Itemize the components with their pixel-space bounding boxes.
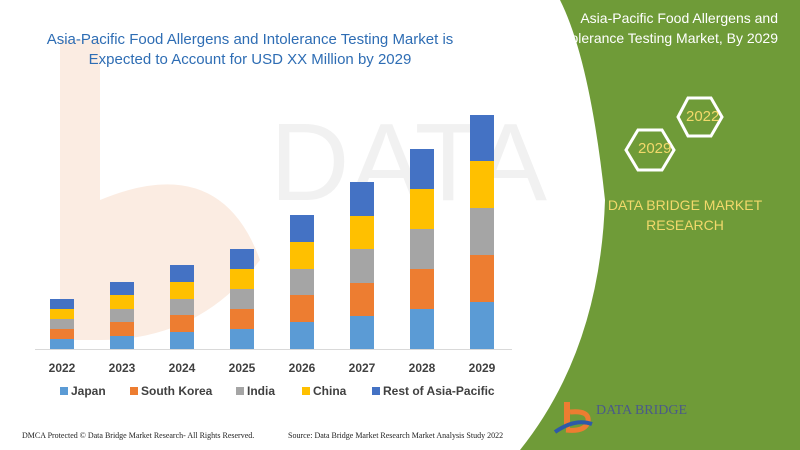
bar-segment-rest-of-asia-pacific-2023 bbox=[110, 282, 134, 295]
legend-label: China bbox=[313, 384, 347, 398]
x-tick-label: 2023 bbox=[109, 361, 136, 375]
bar-segment-india-2026 bbox=[290, 269, 314, 295]
svg-text:DATA: DATA bbox=[270, 101, 548, 224]
hexagon-2022 bbox=[676, 96, 724, 138]
legend-swatch bbox=[60, 387, 68, 395]
legend-label: South Korea bbox=[141, 384, 213, 398]
bar-segment-china-2023 bbox=[110, 295, 134, 309]
legend-label: Japan bbox=[71, 384, 106, 398]
bar-segment-japan-2029 bbox=[470, 302, 494, 349]
x-tick-label: 2026 bbox=[289, 361, 316, 375]
bar-segment-china-2024 bbox=[170, 282, 194, 299]
bar-segment-south-korea-2027 bbox=[350, 283, 374, 316]
bar-segment-china-2028 bbox=[410, 189, 434, 229]
bar-segment-japan-2025 bbox=[230, 329, 254, 349]
bar-segment-rest-of-asia-pacific-2022 bbox=[50, 299, 74, 309]
bar-segment-rest-of-asia-pacific-2027 bbox=[350, 182, 374, 216]
legend-swatch bbox=[236, 387, 244, 395]
bar-segment-rest-of-asia-pacific-2024 bbox=[170, 265, 194, 282]
legend-label: Rest of Asia-Pacific bbox=[383, 384, 495, 398]
legend-swatch bbox=[372, 387, 380, 395]
bar-segment-rest-of-asia-pacific-2028 bbox=[410, 149, 434, 189]
x-tick-label: 2025 bbox=[229, 361, 256, 375]
legend-label: India bbox=[247, 384, 275, 398]
x-tick-label: 2029 bbox=[469, 361, 496, 375]
footer-copyright: DMCA Protected © Data Bridge Market Rese… bbox=[22, 431, 255, 440]
x-tick-label: 2024 bbox=[169, 361, 196, 375]
bar-segment-india-2023 bbox=[110, 309, 134, 322]
x-tick-label: 2022 bbox=[49, 361, 76, 375]
stacked-bar-chart: 2022 2023 2024 2025 2026 2027 2028 2029 Japan Sou… bbox=[35, 115, 512, 398]
bar-segment-india-2028 bbox=[410, 229, 434, 269]
chart-title: Asia-Pacific Food Allergens and Intolera… bbox=[46, 31, 454, 68]
bar-segment-rest-of-asia-pacific-2025 bbox=[230, 249, 254, 269]
bar-segment-china-2029 bbox=[470, 161, 494, 208]
bar-segment-india-2024 bbox=[170, 299, 194, 315]
hex-label-2022: 2022 bbox=[686, 108, 720, 125]
bar-segment-rest-of-asia-pacific-2029 bbox=[470, 115, 494, 161]
footer-source: Source: Data Bridge Market Research Mark… bbox=[288, 431, 504, 440]
bar-segment-japan-2026 bbox=[290, 322, 314, 349]
bar-segment-rest-of-asia-pacific-2026 bbox=[290, 215, 314, 242]
bar-segment-south-korea-2028 bbox=[410, 269, 434, 309]
bar-segment-india-2022 bbox=[50, 319, 74, 329]
bar-segment-china-2022 bbox=[50, 309, 74, 319]
bar-segment-south-korea-2023 bbox=[110, 322, 134, 336]
bar-segment-china-2027 bbox=[350, 216, 374, 249]
x-tick-label: 2028 bbox=[409, 361, 436, 375]
bar-segment-south-korea-2029 bbox=[470, 255, 494, 302]
bar-segment-japan-2027 bbox=[350, 316, 374, 349]
hexagon-2029 bbox=[624, 128, 676, 172]
bar-segment-india-2027 bbox=[350, 249, 374, 283]
logo-icon bbox=[553, 402, 593, 434]
hex-label-2029: 2029 bbox=[638, 140, 672, 157]
bar-segment-india-2029 bbox=[470, 208, 494, 255]
x-tick-label: 2027 bbox=[349, 361, 376, 375]
bar-segment-japan-2028 bbox=[410, 309, 434, 349]
bar-segment-south-korea-2026 bbox=[290, 295, 314, 322]
brand-text: DATA BRIDGE MARKET RESEARCH bbox=[607, 197, 763, 233]
panel-title: Asia-Pacific Food Allergens and Intolera… bbox=[554, 10, 778, 46]
bar-segment-india-2025 bbox=[230, 289, 254, 309]
bar-segment-japan-2023 bbox=[110, 336, 134, 349]
bar-segment-japan-2022 bbox=[50, 339, 74, 349]
bar-segment-south-korea-2022 bbox=[50, 329, 74, 339]
bar-segment-china-2026 bbox=[290, 242, 314, 269]
bar-segment-japan-2024 bbox=[170, 332, 194, 349]
bar-segment-south-korea-2025 bbox=[230, 309, 254, 329]
legend-swatch bbox=[130, 387, 138, 395]
bar-segment-china-2025 bbox=[230, 269, 254, 289]
legend-swatch bbox=[302, 387, 310, 395]
bar-segment-south-korea-2024 bbox=[170, 315, 194, 332]
logo-text: DATA BRIDGE bbox=[596, 403, 688, 418]
